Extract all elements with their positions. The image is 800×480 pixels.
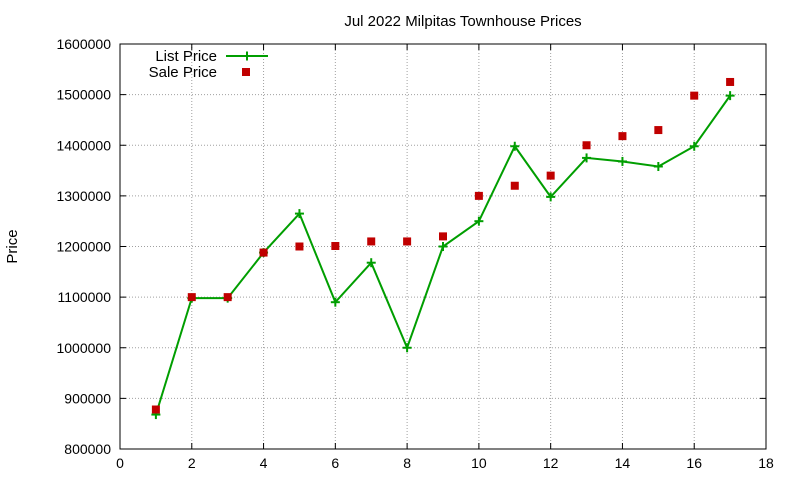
list-price-point bbox=[653, 162, 663, 172]
list-price-point bbox=[474, 216, 484, 226]
list-price-point bbox=[438, 242, 448, 251]
sale-price-point bbox=[259, 248, 268, 257]
x-tick-label: 18 bbox=[758, 455, 774, 471]
list-price-point bbox=[402, 343, 412, 353]
sale-price-point bbox=[439, 232, 447, 241]
series-list-price bbox=[151, 91, 735, 420]
list-price-point bbox=[725, 91, 735, 101]
legend-label: List Price bbox=[155, 48, 217, 65]
x-tick-label: 2 bbox=[188, 455, 196, 471]
list-price-point bbox=[546, 192, 556, 202]
sale-price-point bbox=[223, 293, 232, 302]
x-tick-label: 8 bbox=[403, 455, 411, 471]
sale-price-point bbox=[690, 91, 699, 100]
list-price-point bbox=[294, 209, 304, 219]
y-tick-label: 1500000 bbox=[56, 87, 111, 103]
sale-price-point bbox=[582, 141, 591, 150]
legend-plus-swatch bbox=[242, 51, 252, 61]
sale-price-point bbox=[295, 242, 304, 251]
list-price-point bbox=[582, 153, 592, 163]
list-price-point bbox=[330, 297, 340, 307]
chart-title: Jul 2022 Milpitas Townhouse Prices bbox=[344, 13, 581, 30]
sale-price-point bbox=[403, 237, 412, 246]
legend-label: Sale Price bbox=[149, 64, 217, 81]
sale-price-point bbox=[474, 191, 483, 200]
legend-square-swatch bbox=[242, 68, 250, 76]
x-tick-label: 6 bbox=[331, 455, 339, 471]
sale-price-point bbox=[654, 126, 663, 135]
list-price-point bbox=[366, 258, 376, 268]
sale-price-point bbox=[331, 241, 340, 250]
x-tick-label: 14 bbox=[615, 455, 631, 471]
sale-price-point bbox=[187, 293, 196, 302]
data-series bbox=[151, 77, 735, 420]
x-tick-label: 4 bbox=[260, 455, 268, 471]
y-axis-title: Price bbox=[4, 229, 21, 263]
x-tick-label: 10 bbox=[471, 455, 487, 471]
sale-price-point bbox=[151, 405, 160, 414]
list-price-point bbox=[510, 141, 520, 151]
y-tick-label: 1000000 bbox=[56, 340, 111, 356]
x-tick-label: 0 bbox=[116, 455, 124, 471]
sale-price-point bbox=[618, 132, 627, 141]
series-sale-price bbox=[151, 77, 735, 414]
axis-ticks: 0 2 4 6 8 10 12 14 16 18 800000 900000 1000000 110000… bbox=[56, 36, 774, 471]
list-price-line bbox=[154, 95, 731, 415]
x-tick-label: 12 bbox=[543, 455, 559, 471]
list-price-point bbox=[689, 141, 699, 151]
y-tick-label: 900000 bbox=[64, 390, 111, 406]
sale-price-point bbox=[510, 181, 519, 190]
y-tick-label: 1100000 bbox=[58, 289, 112, 305]
y-tick-label: 1400000 bbox=[56, 137, 111, 153]
y-tick-label: 1600000 bbox=[56, 36, 111, 52]
list-price-point bbox=[617, 156, 627, 166]
sale-price-point bbox=[546, 171, 555, 180]
y-tick-label: 1200000 bbox=[56, 239, 111, 255]
y-tick-label: 1300000 bbox=[56, 188, 111, 204]
sale-price-point bbox=[726, 77, 735, 86]
x-tick-label: 16 bbox=[686, 455, 702, 471]
y-tick-label: 800000 bbox=[64, 441, 111, 457]
sale-price-point bbox=[367, 237, 376, 246]
